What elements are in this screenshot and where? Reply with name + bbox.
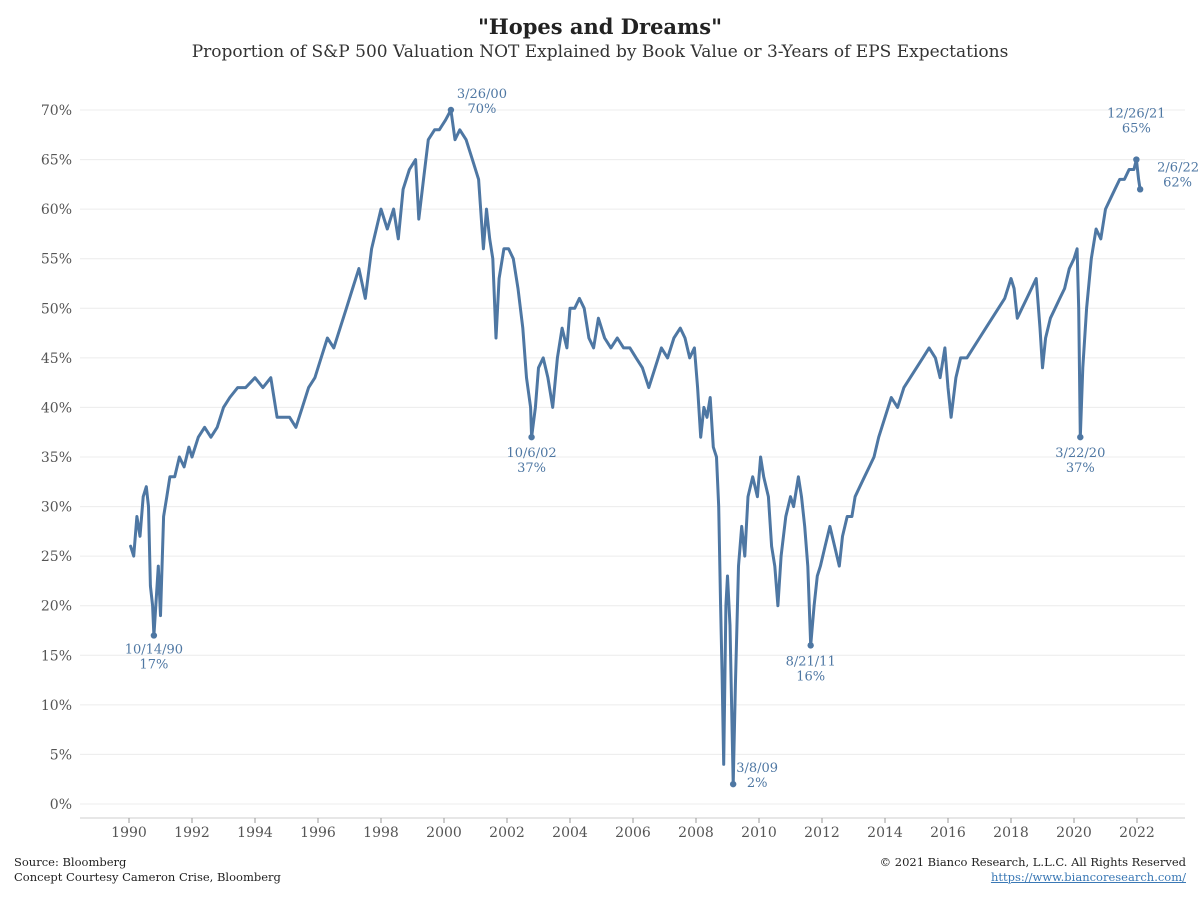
x-tick-label: 2002: [489, 825, 525, 841]
annotation-date: 12/26/21: [1107, 107, 1165, 122]
copyright-note: © 2021 Bianco Research, L.L.C. All Right…: [879, 855, 1186, 869]
x-tick-label: 2008: [678, 825, 714, 841]
x-tick-label: 1998: [363, 825, 399, 841]
y-tick-label: 5%: [50, 747, 72, 763]
series-line: [129, 108, 1142, 786]
y-tick-label: 30%: [41, 500, 72, 516]
grid-lines: [80, 109, 1185, 819]
annotation-point: [807, 642, 814, 649]
y-tick-label: 70%: [41, 103, 72, 119]
annotation-value: 37%: [517, 461, 546, 476]
concept-note: Concept Courtesy Cameron Crise, Bloomber…: [14, 870, 281, 884]
annotation-date: 3/22/20: [1055, 446, 1105, 461]
annotation-value: 37%: [1066, 461, 1095, 476]
x-tick-label: 2010: [741, 825, 777, 841]
y-tick-label: 60%: [41, 202, 72, 218]
annotation-value: 70%: [467, 102, 496, 117]
y-tick-label: 65%: [41, 153, 72, 169]
annotation-point: [1077, 433, 1084, 441]
annotation-date: 8/21/11: [786, 654, 836, 669]
x-tick-label: 2012: [804, 825, 840, 841]
annotation-date: 10/14/90: [125, 642, 183, 657]
y-tick-label: 40%: [41, 400, 72, 416]
annotation-point: [447, 106, 455, 114]
annotation-value: 62%: [1163, 175, 1192, 190]
annotation-point: [1133, 156, 1140, 163]
footer-right: © 2021 Bianco Research, L.L.C. All Right…: [880, 855, 1186, 885]
annotation-point: [528, 433, 535, 441]
y-tick-label: 45%: [41, 351, 72, 367]
source-note: Source: Bloomberg: [14, 855, 127, 869]
x-tick-label: 2004: [552, 825, 588, 841]
x-tick-label: 2022: [1119, 825, 1155, 841]
annotation-date: 10/6/02: [507, 446, 557, 461]
x-tick-label: 2018: [993, 825, 1029, 841]
annotation-value: 65%: [1122, 122, 1151, 137]
x-tick-label: 1992: [174, 825, 210, 841]
annotation-value: 16%: [796, 669, 825, 684]
x-tick-label: 1994: [237, 825, 273, 841]
x-tick-label: 2000: [426, 825, 462, 841]
series-group: [129, 108, 1142, 786]
x-tick-label: 2014: [867, 825, 903, 841]
annotation-date: 3/8/09: [736, 761, 778, 776]
chart-subtitle: Proportion of S&P 500 Valuation NOT Expl…: [191, 42, 1009, 62]
annotations-group: 10/14/9017%3/26/0070%10/6/0237%3/8/092%8…: [125, 87, 1199, 791]
x-tick-label: 2006: [615, 825, 651, 841]
y-tick-label: 50%: [41, 301, 72, 317]
website-link[interactable]: https://www.biancoresearch.com/: [990, 870, 1186, 884]
x-tick-label: 2016: [930, 825, 966, 841]
annotation-point: [150, 632, 158, 639]
x-axis-ticks: 1990 1992 1994 1996 1998 2000 2002 2004 2006 2008…: [111, 818, 1155, 841]
y-tick-label: 20%: [41, 599, 72, 615]
y-tick-label: 10%: [41, 698, 72, 714]
annotation-point: [1136, 186, 1144, 193]
x-tick-label: 1990: [111, 825, 147, 841]
annotation-date: 3/26/00: [457, 87, 507, 102]
y-tick-label: 25%: [41, 549, 72, 565]
chart-title: "Hopes and Dreams": [477, 14, 723, 39]
x-tick-label: 1996: [300, 825, 336, 841]
annotation-value: 17%: [139, 657, 168, 672]
annotation-date: 2/6/22: [1157, 160, 1199, 175]
y-tick-label: 35%: [41, 450, 72, 466]
y-tick-label: 55%: [41, 252, 72, 268]
y-tick-label: 0%: [50, 797, 72, 813]
annotation-point: [729, 780, 737, 788]
y-tick-label: 15%: [41, 648, 72, 664]
y-axis-ticks: 0% 5% 10% 15% 20% 25% 30% 35% 40% 45% 50% 55% 60% 65%…: [41, 103, 72, 813]
annotation-value: 2%: [747, 776, 768, 791]
footer-left: Source: Bloomberg Concept Courtesy Camer…: [14, 855, 281, 885]
x-tick-label: 2020: [1056, 825, 1092, 841]
